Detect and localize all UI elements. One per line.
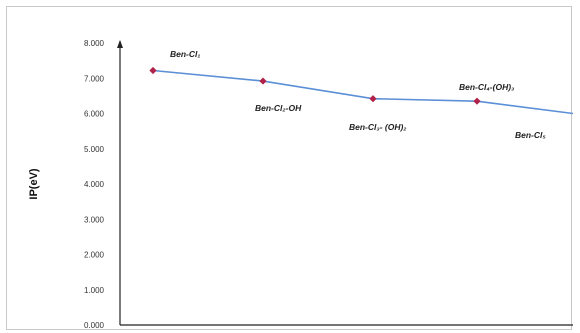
y-tick-label: 5.000 <box>84 145 105 154</box>
y-axis-arrow <box>117 40 123 48</box>
y-tick-label: 8.000 <box>84 39 105 48</box>
y-tick-labels: 0.000 1.000 2.000 3.000 4.000 5.000 6.000 7.000… <box>84 39 105 330</box>
point-labels: Ben-Cl₁ Ben-Cl₂-OH Ben-Cl₃- (OH)₂ Ben-Cl₄-(… <box>170 49 546 140</box>
data-point-marker <box>149 66 157 75</box>
y-tick-label: 1.000 <box>84 286 105 295</box>
chart-frame: 0.000 1.000 2.000 3.000 4.000 5.000 6.000 7.000… <box>6 6 573 330</box>
data-points <box>149 66 481 105</box>
ip-line-chart: 0.000 1.000 2.000 3.000 4.000 5.000 6.000 7.000… <box>28 39 573 330</box>
point-label: Ben-Cl₃- (OH)₂ <box>349 122 407 132</box>
y-tick-label: 2.000 <box>84 251 105 260</box>
data-point-marker <box>473 97 481 105</box>
point-label: Ben-Cl₅ <box>515 130 546 140</box>
y-axis-label: IP(eV) <box>28 168 40 200</box>
data-point-marker <box>369 95 377 103</box>
point-label: Ben-Cl₂-OH <box>255 103 302 113</box>
y-tick-label: 4.000 <box>84 180 105 189</box>
y-tick-label: 0.000 <box>84 321 105 330</box>
y-tick-label: 3.000 <box>84 215 105 224</box>
point-label: Ben-Cl₄-(OH)₃ <box>459 82 514 92</box>
point-label: Ben-Cl₁ <box>170 49 200 59</box>
data-point-marker <box>259 77 267 85</box>
axes <box>117 40 573 326</box>
y-tick-label: 6.000 <box>84 110 105 119</box>
y-tick-label: 7.000 <box>84 74 105 83</box>
